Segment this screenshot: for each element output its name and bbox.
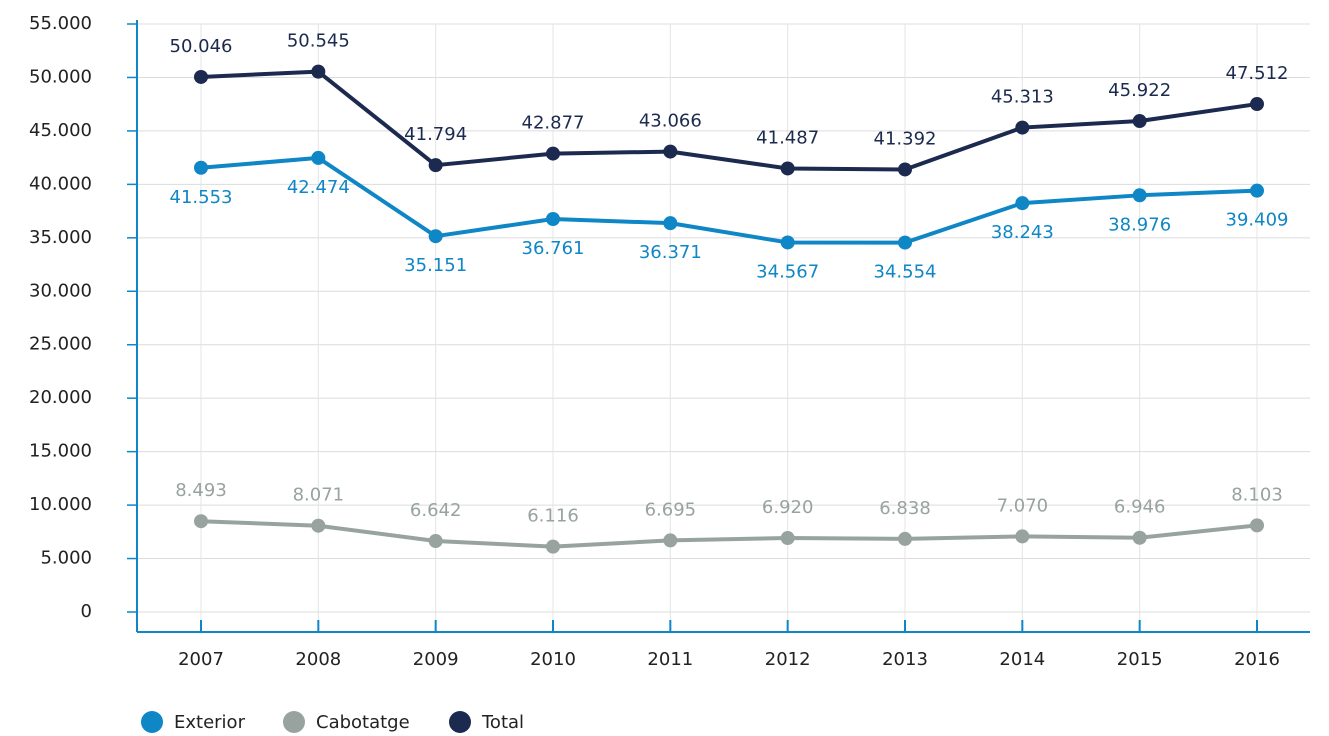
- legend-label: Cabotatge: [316, 712, 410, 733]
- data-point: [311, 150, 326, 165]
- data-point: [1250, 183, 1264, 198]
- data-label: 41.553: [170, 187, 233, 208]
- y-tick-label: 50.000: [29, 66, 92, 87]
- data-point: [194, 160, 208, 175]
- data-label: 50.046: [170, 36, 233, 57]
- data-point: [780, 161, 795, 176]
- data-label: 34.567: [756, 261, 819, 282]
- x-tick-label: 2016: [1234, 649, 1280, 670]
- data-label: 38.976: [1108, 214, 1171, 235]
- x-tick-label: 2013: [882, 649, 928, 670]
- data-point: [546, 146, 560, 161]
- y-tick-label: 5.000: [40, 548, 92, 569]
- data-point: [1250, 518, 1264, 533]
- data-point: [311, 64, 326, 79]
- data-label: 42.474: [287, 177, 350, 198]
- y-tick-label: 15.000: [29, 441, 92, 462]
- data-label: 36.761: [522, 238, 585, 259]
- data-label: 6.920: [762, 497, 814, 518]
- data-label: 41.392: [874, 128, 937, 149]
- data-point: [1015, 529, 1030, 544]
- data-point: [1015, 120, 1030, 135]
- x-tick-label: 2010: [530, 649, 576, 670]
- data-label: 43.066: [639, 111, 702, 132]
- y-tick-label: 45.000: [29, 120, 92, 141]
- data-label: 8.103: [1231, 484, 1283, 505]
- data-label: 42.877: [522, 113, 585, 134]
- legend-swatch: [141, 711, 163, 733]
- data-label: 39.409: [1226, 210, 1289, 231]
- data-point: [780, 531, 795, 546]
- data-point: [898, 531, 912, 546]
- data-label: 45.922: [1108, 80, 1171, 101]
- x-tick-label: 2015: [1117, 649, 1163, 670]
- x-tick-label: 2011: [647, 649, 693, 670]
- data-point: [546, 539, 560, 554]
- data-point: [663, 216, 678, 231]
- x-tick-label: 2007: [178, 649, 224, 670]
- series-line: [200, 155, 1258, 245]
- data-point: [194, 69, 208, 84]
- y-tick-label: 10.000: [29, 494, 92, 515]
- data-point: [1132, 114, 1147, 129]
- data-point: [898, 235, 912, 250]
- data-point: [898, 162, 912, 177]
- data-point: [428, 158, 443, 173]
- series-line: [200, 69, 1258, 172]
- y-tick-label: 0: [81, 601, 92, 622]
- data-label: 6.946: [1114, 497, 1166, 518]
- data-point: [428, 229, 443, 244]
- data-point: [428, 533, 443, 548]
- x-tick-label: 2012: [765, 649, 811, 670]
- y-tick-label: 30.000: [29, 280, 92, 301]
- data-label: 36.371: [639, 242, 702, 263]
- y-tick-label: 25.000: [29, 334, 92, 355]
- data-label: 41.794: [404, 124, 467, 145]
- data-point: [1132, 530, 1147, 545]
- data-label: 38.243: [991, 222, 1054, 243]
- data-label: 6.642: [410, 500, 462, 521]
- data-label: 34.554: [874, 262, 937, 283]
- legend-label: Total: [481, 712, 524, 733]
- data-label: 7.070: [997, 495, 1049, 516]
- data-label: 47.512: [1226, 63, 1289, 84]
- data-label: 6.116: [527, 506, 579, 527]
- data-label: 50.545: [287, 31, 350, 52]
- x-tick-label: 2009: [413, 649, 459, 670]
- data-point: [1132, 188, 1147, 203]
- legend-swatch: [449, 711, 471, 733]
- y-tick-label: 40.000: [29, 173, 92, 194]
- data-point: [546, 211, 560, 226]
- data-point: [194, 514, 208, 529]
- legend-label: Exterior: [174, 712, 246, 733]
- data-label: 6.695: [645, 499, 697, 520]
- x-tick-label: 2008: [295, 649, 341, 670]
- y-tick-label: 20.000: [29, 387, 92, 408]
- data-label: 6.838: [879, 498, 931, 519]
- data-label: 41.487: [756, 127, 819, 148]
- y-tick-label: 35.000: [29, 227, 92, 248]
- series-line: [200, 519, 1258, 549]
- x-tick-label: 2014: [999, 649, 1045, 670]
- y-tick-label: 55.000: [29, 13, 92, 34]
- legend-swatch: [283, 711, 305, 733]
- data-point: [311, 518, 326, 533]
- data-point: [1250, 97, 1264, 112]
- data-point: [663, 144, 678, 159]
- data-label: 8.493: [175, 480, 227, 501]
- data-point: [1015, 196, 1030, 211]
- data-point: [780, 235, 795, 250]
- data-label: 45.313: [991, 87, 1054, 108]
- data-label: 35.151: [404, 255, 467, 276]
- data-point: [663, 533, 678, 548]
- data-label: 8.071: [293, 485, 345, 506]
